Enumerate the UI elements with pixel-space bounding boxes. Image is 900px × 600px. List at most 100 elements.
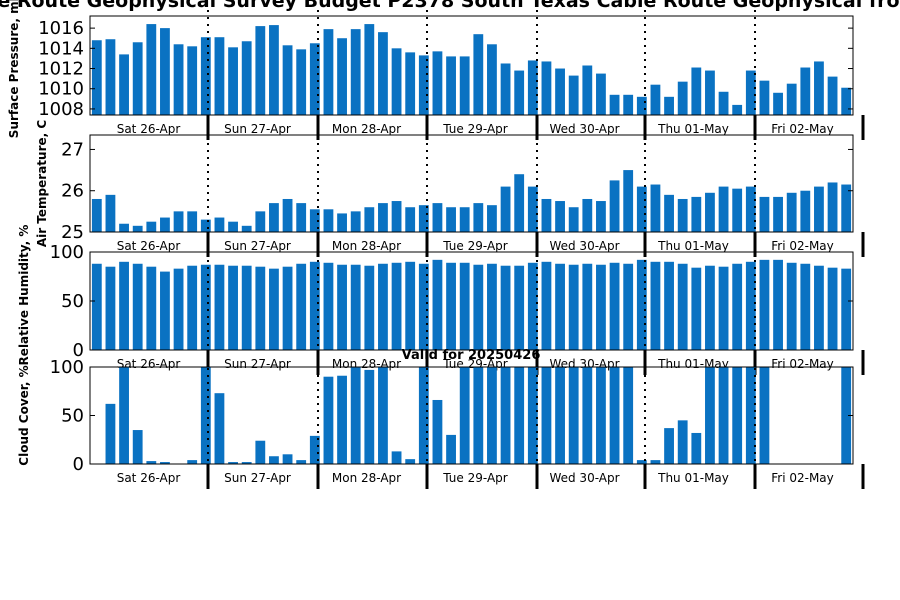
cloud-bar	[650, 460, 661, 464]
humidity-bar	[350, 264, 361, 350]
cloud-bar	[500, 367, 511, 464]
temperature-bar	[800, 190, 811, 232]
temperature-bar	[596, 201, 606, 232]
temperature-day-label: Tue 29-Apr	[442, 239, 507, 253]
cloud-bar	[514, 367, 525, 464]
pressure-bar	[105, 39, 116, 116]
pressure-bar	[541, 61, 552, 115]
temperature-ytick-label: 26	[61, 181, 84, 202]
cloud-bar	[200, 367, 211, 464]
temperature-bar	[555, 201, 565, 232]
pressure-axes-frame	[89, 15, 854, 116]
pressure-ytick-label: 1014	[38, 38, 84, 59]
pressure-bar	[214, 37, 225, 115]
temperature-day-label: Sat 26-Apr	[117, 239, 181, 253]
humidity-bar	[255, 266, 266, 350]
pressure-bar	[759, 80, 770, 115]
temperature-bar	[405, 207, 416, 232]
humidity-bar	[596, 264, 606, 350]
humidity-bar	[160, 271, 170, 350]
humidity-bar	[378, 263, 388, 350]
humidity-bar	[664, 261, 674, 350]
humidity-ylabel: Relative Humidity, %	[17, 225, 31, 366]
cloud-bar	[718, 367, 729, 464]
cloud-bar	[596, 367, 606, 464]
humidity-day-label: Mon 28-Apr	[332, 357, 401, 371]
cloud-bar	[119, 367, 129, 464]
pressure-bar	[200, 37, 211, 115]
temperature-bar	[827, 182, 838, 232]
cloud-bar	[745, 367, 756, 464]
temperature-bar	[841, 184, 852, 232]
humidity-bar	[432, 259, 443, 350]
temperature-bar	[255, 211, 266, 232]
pressure-bar	[418, 55, 429, 115]
cloud-bar	[391, 451, 402, 464]
temperature-bar	[132, 225, 143, 232]
humidity-bar	[187, 265, 198, 350]
humidity-bar	[773, 259, 783, 350]
temperature-bar	[732, 188, 743, 232]
pressure-bar	[446, 56, 456, 115]
cloud-bar	[623, 367, 634, 464]
pressure-bar	[241, 41, 252, 116]
humidity-bar	[459, 262, 470, 350]
humidity-bar	[228, 265, 238, 350]
humidity-ytick-label: 0	[73, 340, 84, 361]
humidity-bar	[364, 265, 375, 350]
humidity-bar	[214, 264, 225, 350]
pressure-bar	[91, 40, 102, 115]
pressure-bar	[459, 56, 470, 115]
humidity-bar	[800, 263, 811, 350]
pressure-bar	[160, 28, 170, 115]
cloud-day-label: Thu 01-May	[657, 471, 729, 485]
temperature-bar	[814, 186, 824, 232]
temperature-bar	[119, 223, 129, 232]
temperature-bar	[487, 205, 497, 232]
temperature-bar	[786, 192, 797, 232]
temperature-bar	[527, 186, 538, 232]
cloud-bar	[132, 430, 143, 464]
humidity-bar	[119, 261, 129, 350]
pressure-bar	[827, 76, 838, 115]
temperature-bar	[187, 211, 198, 232]
pressure-bar	[473, 34, 484, 115]
temperature-bar	[309, 209, 320, 232]
humidity-bar	[173, 268, 184, 350]
cloud-bar	[636, 460, 647, 464]
pressure-day-label: Sat 26-Apr	[117, 122, 181, 136]
temperature-bar	[364, 207, 375, 232]
cloud-panel: 0 50 100 Cloud Cover, % Sat 26-Apr Sun 27-Apr…	[17, 357, 865, 489]
humidity-bar	[405, 261, 416, 350]
cloud-bar	[160, 462, 170, 464]
humidity-bar	[827, 267, 838, 350]
humidity-bar	[200, 264, 211, 350]
pressure-bar	[405, 52, 416, 115]
pressure-bar	[514, 70, 525, 115]
humidity-bar	[309, 261, 320, 350]
temperature-ytick-label: 25	[61, 222, 84, 243]
temperature-bar	[582, 198, 593, 232]
humidity-bar	[650, 261, 661, 350]
humidity-bar	[473, 264, 484, 350]
cloud-bar	[582, 367, 593, 464]
pressure-bar	[705, 70, 715, 115]
temperature-bar	[691, 196, 702, 232]
cloud-bar	[841, 367, 852, 464]
temperature-day-label: Sun 27-Apr	[224, 239, 291, 253]
humidity-bar	[718, 266, 729, 350]
humidity-bar	[391, 262, 402, 350]
humidity-bar	[269, 268, 279, 350]
cloud-bar	[446, 434, 456, 464]
pressure-bar	[664, 96, 674, 115]
temperature-ytick-label: 27	[61, 139, 84, 160]
cloud-bar	[487, 367, 497, 464]
humidity-bar	[296, 263, 307, 350]
temperature-bar	[514, 174, 525, 232]
temperature-bar	[91, 198, 102, 232]
temperature-bar	[568, 207, 579, 232]
cloud-bar	[269, 456, 279, 464]
cloud-ytick-label: 50	[61, 406, 84, 427]
humidity-bar	[418, 263, 429, 350]
